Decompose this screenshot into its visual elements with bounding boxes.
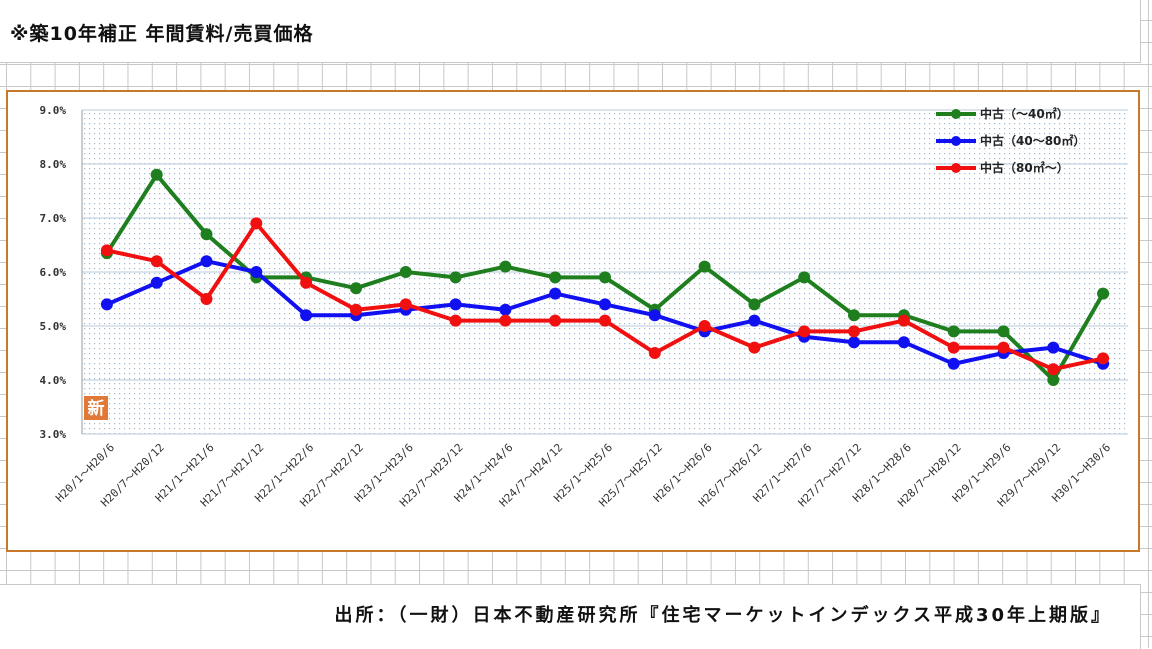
legend-swatch-marker: [951, 136, 961, 146]
y-tick-label: 9.0%: [40, 104, 67, 117]
data-point: [947, 357, 960, 370]
data-point: [399, 298, 412, 311]
data-point: [150, 255, 163, 268]
series-layer: [100, 168, 1110, 386]
data-point: [350, 303, 362, 316]
legend: 中古（～40㎡） 中古（40～80㎡） 中古（80㎡～）: [936, 106, 1085, 175]
data-point: [100, 298, 113, 311]
data-point: [848, 336, 860, 349]
data-point: [848, 309, 860, 322]
page-title: ※築10年補正 年間賃料/売買価格: [10, 23, 314, 45]
data-point: [848, 325, 860, 338]
data-point: [599, 271, 611, 284]
data-point: [1047, 374, 1060, 386]
data-point: [1097, 287, 1110, 300]
data-point: [150, 168, 163, 181]
data-point: [200, 293, 213, 305]
data-point: [798, 325, 811, 338]
x-axis-ticks: H20/1～H20/6H20/7～H20/12H21/1～H21/6H21/7～…: [53, 441, 1113, 509]
data-point: [250, 266, 263, 278]
data-point: [648, 309, 661, 322]
legend-swatch-marker: [951, 163, 961, 173]
data-point: [947, 341, 960, 354]
data-point: [100, 244, 113, 257]
data-point: [499, 314, 512, 327]
data-point: [549, 314, 562, 327]
data-point: [698, 260, 711, 273]
new-badge-text: 新: [88, 398, 105, 419]
data-point: [300, 276, 313, 289]
footer-band: 出所：（一財）日本不動産研究所『住宅マーケットインデックス平成30年上期版』: [0, 584, 1141, 649]
chart-frame[interactable]: 3.0% 4.0% 5.0% 6.0% 7.0% 8.0% 9.0% H20/1～H20/6…: [6, 90, 1140, 552]
data-point: [549, 271, 562, 284]
data-point: [150, 276, 163, 289]
data-point: [997, 325, 1010, 338]
new-badge-box: [84, 396, 108, 420]
data-point: [499, 260, 512, 273]
data-point: [897, 314, 910, 327]
data-point: [449, 314, 462, 327]
data-point: [1097, 352, 1110, 365]
data-point: [897, 336, 910, 349]
legend-item: 中古（40～80㎡）: [936, 133, 1085, 148]
legend-item: 中古（80㎡～）: [936, 160, 1069, 175]
legend-label: 中古（80㎡～）: [980, 160, 1069, 175]
data-point: [1047, 341, 1060, 354]
data-point: [748, 314, 761, 327]
legend-label: 中古（～40㎡）: [980, 106, 1069, 121]
data-point: [250, 217, 263, 230]
y-tick-label: 3.0%: [40, 428, 67, 441]
y-tick-label: 5.0%: [40, 320, 67, 333]
data-point: [748, 298, 761, 311]
y-axis-ticks: 3.0% 4.0% 5.0% 6.0% 7.0% 8.0% 9.0%: [40, 104, 67, 441]
data-point: [648, 347, 661, 359]
data-point: [399, 266, 412, 278]
data-point: [499, 303, 512, 316]
series-2: [100, 217, 1110, 376]
data-point: [200, 255, 213, 268]
data-point: [1047, 363, 1060, 376]
title-band: ※築10年補正 年間賃料/売買価格: [0, 0, 1141, 63]
data-point: [748, 341, 761, 354]
y-tick-label: 6.0%: [40, 266, 67, 279]
data-point: [449, 298, 462, 311]
legend-item: 中古（～40㎡）: [936, 106, 1069, 121]
data-point: [200, 228, 213, 241]
data-point: [698, 320, 711, 332]
data-point: [997, 341, 1010, 354]
data-point: [599, 314, 611, 327]
data-point: [350, 282, 362, 295]
line-chart: 3.0% 4.0% 5.0% 6.0% 7.0% 8.0% 9.0% H20/1～H20/6…: [40, 104, 1128, 509]
data-point: [449, 271, 462, 284]
data-point: [599, 298, 611, 311]
new-badge: 新: [84, 396, 108, 420]
source-note: 出所：（一財）日本不動産研究所『住宅マーケットインデックス平成30年上期版』: [334, 605, 1112, 626]
data-point: [549, 287, 562, 300]
data-point: [300, 309, 313, 322]
y-tick-label: 8.0%: [40, 158, 67, 171]
y-tick-label: 7.0%: [40, 212, 67, 225]
legend-label: 中古（40～80㎡）: [980, 133, 1085, 148]
legend-swatch-marker: [951, 109, 961, 119]
data-point: [947, 325, 960, 338]
data-point: [798, 271, 811, 284]
y-tick-label: 4.0%: [40, 374, 67, 387]
